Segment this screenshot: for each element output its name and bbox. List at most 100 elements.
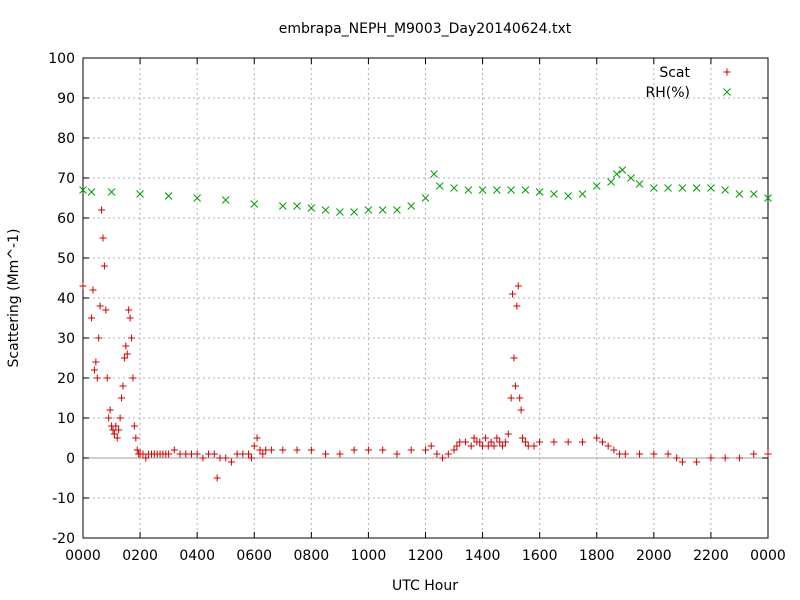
scat-point [99, 234, 107, 242]
legend-label: Scat [659, 65, 690, 81]
scat-point [501, 438, 509, 446]
scat-point [129, 374, 137, 382]
scat-point [259, 450, 267, 458]
scat-point [564, 438, 572, 446]
scat-point [735, 454, 743, 462]
scat-point [100, 262, 108, 270]
x-tick-label: 0400 [179, 548, 215, 564]
rh-point [250, 200, 259, 208]
rh-point [393, 206, 401, 214]
scat-point [247, 454, 255, 462]
rh-point [79, 186, 87, 194]
rh-point [164, 192, 173, 200]
rh-point [535, 188, 544, 196]
scat-point [530, 442, 538, 450]
rh-point [87, 188, 96, 196]
scat-point [90, 366, 98, 374]
scat-point [336, 450, 344, 458]
scat-point [227, 458, 235, 466]
x-tick-label: 1200 [408, 548, 444, 564]
scat-point [490, 442, 498, 450]
y-tick-label: 90 [57, 91, 75, 107]
legend-marker [723, 68, 731, 76]
scat-point [604, 442, 612, 450]
y-axis-label: Scattering (Mm^-1) [6, 229, 22, 368]
scat-point [322, 450, 330, 458]
scat-point [467, 442, 475, 450]
rh-point [407, 202, 416, 210]
scat-point [133, 446, 141, 454]
rh-point [464, 186, 473, 194]
x-tick-label: 1800 [579, 548, 615, 564]
scat-point [119, 382, 127, 390]
y-tick-label: -10 [52, 491, 75, 507]
rh-point [221, 196, 230, 204]
rh-point [749, 190, 758, 198]
scat-point [487, 438, 495, 446]
scat-point [673, 454, 681, 462]
scat-point [433, 450, 441, 458]
scat-point [170, 446, 178, 454]
scat-point [142, 454, 150, 462]
y-tick-label: 10 [57, 411, 75, 427]
x-tick-label: 0000 [65, 548, 101, 564]
rh-point [378, 206, 387, 214]
scat-point [507, 394, 515, 402]
rh-point [635, 180, 644, 188]
rh-point [721, 186, 730, 194]
y-tick-label: 50 [57, 251, 75, 267]
scat-point [253, 434, 261, 442]
rh-point [136, 190, 144, 198]
scat-point [123, 350, 131, 358]
scat-point [267, 446, 275, 454]
rh-point [612, 170, 621, 178]
scat-point [693, 458, 701, 466]
x-tick-label: 0800 [294, 548, 330, 564]
scat-point [96, 302, 104, 310]
scat-point [721, 454, 729, 462]
scat-point [476, 438, 484, 446]
scat-point [519, 434, 527, 442]
scat-point [210, 450, 218, 458]
scat-point [516, 394, 524, 402]
scat-point [407, 446, 415, 454]
scat-point [93, 374, 101, 382]
x-tick-label: 1000 [351, 548, 387, 564]
rh-point [107, 188, 116, 196]
rh-point [435, 182, 444, 190]
rh-point [618, 166, 627, 174]
chart-title: embrapa_NEPH_M9003_Day20140624.txt [279, 21, 572, 37]
scat-point [636, 450, 644, 458]
scat-point [578, 438, 586, 446]
y-tick-label: 40 [57, 291, 75, 307]
rh-point [350, 208, 358, 216]
scat-point [122, 342, 130, 350]
scat-point [536, 438, 544, 446]
rh-point [764, 194, 772, 202]
rh-point [678, 184, 687, 192]
scat-point [678, 458, 686, 466]
scat-point [293, 446, 301, 454]
rh-point [564, 192, 573, 200]
rh-point [364, 206, 373, 214]
scat-point [165, 450, 173, 458]
scat-point [439, 454, 447, 462]
scat-point [550, 438, 558, 446]
scat-point [621, 450, 629, 458]
plot-frame [82, 57, 769, 539]
x-tick-label: 1400 [465, 548, 501, 564]
scat-point [105, 414, 113, 422]
rh-point [307, 204, 316, 212]
y-tick-label: -20 [52, 531, 75, 547]
rh-point [430, 170, 438, 178]
scat-point [764, 450, 772, 458]
rh-point [592, 182, 601, 190]
scat-point [707, 454, 715, 462]
rh-point [293, 202, 301, 210]
rh-point [421, 194, 430, 202]
x-axis-label: UTC Hour [392, 578, 458, 594]
scat-point [499, 442, 507, 450]
rh-point [735, 190, 744, 198]
